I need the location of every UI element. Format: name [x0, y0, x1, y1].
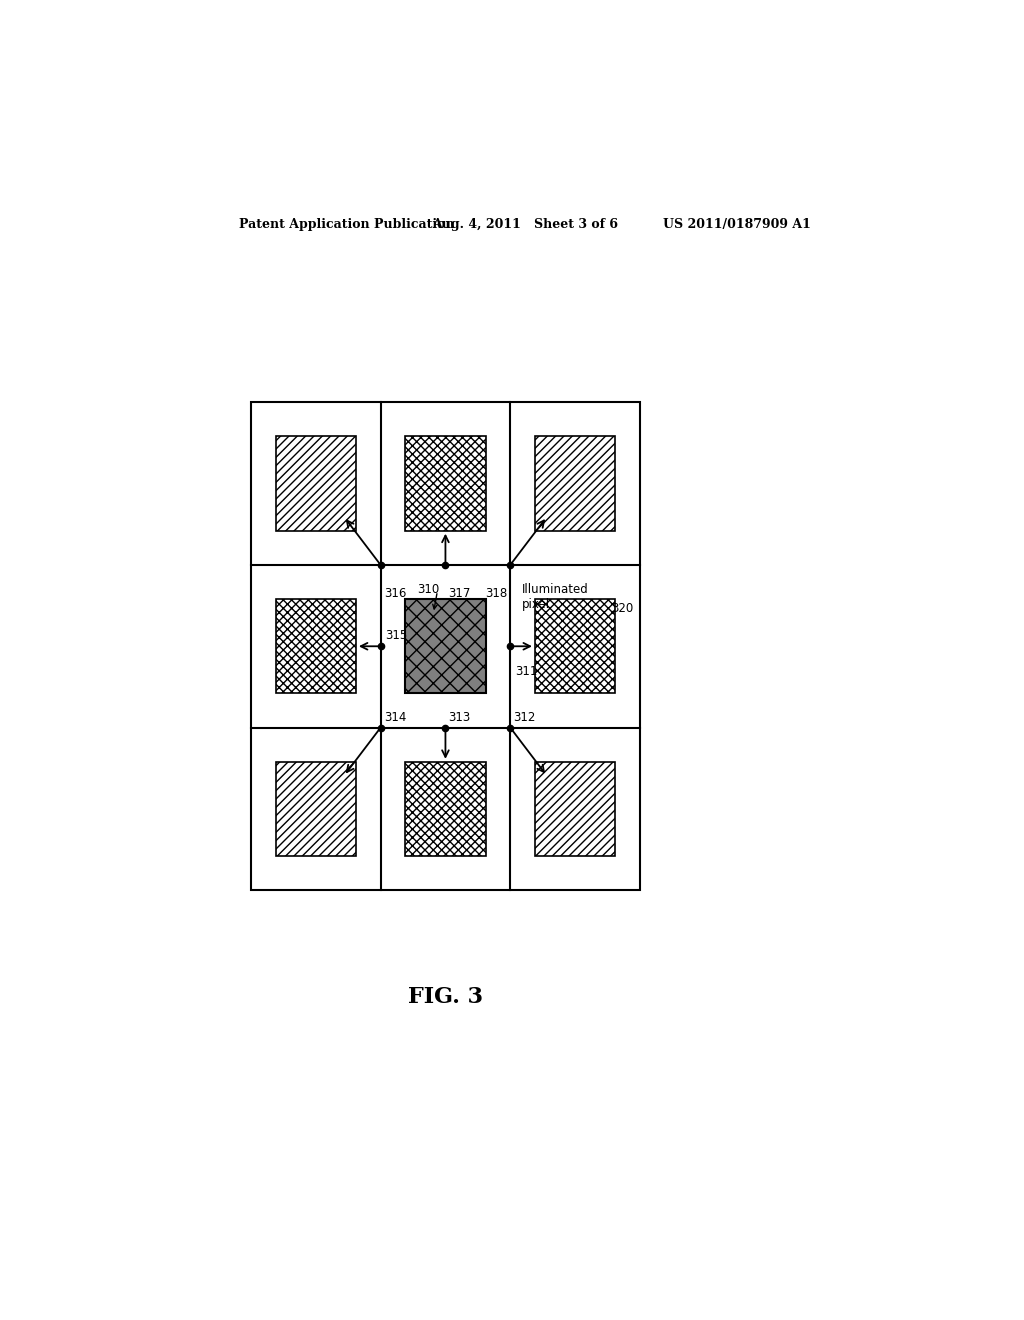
Bar — [251, 403, 640, 890]
Bar — [275, 437, 356, 531]
Text: FIG. 3: FIG. 3 — [408, 986, 483, 1008]
Bar — [535, 437, 615, 531]
Text: 311: 311 — [515, 664, 538, 677]
Text: Illuminated
pixel: Illuminated pixel — [522, 583, 589, 611]
Bar — [406, 762, 485, 857]
Text: Patent Application Publication: Patent Application Publication — [240, 218, 455, 231]
Bar — [535, 599, 615, 693]
Text: 316: 316 — [384, 587, 407, 601]
Text: 315: 315 — [385, 630, 408, 643]
Text: Aug. 4, 2011   Sheet 3 of 6: Aug. 4, 2011 Sheet 3 of 6 — [432, 218, 617, 231]
Text: US 2011/0187909 A1: US 2011/0187909 A1 — [663, 218, 811, 231]
Text: 317: 317 — [449, 587, 471, 601]
Text: 313: 313 — [449, 710, 471, 723]
Bar — [406, 437, 485, 531]
Text: 314: 314 — [384, 710, 407, 723]
Text: 310: 310 — [417, 583, 439, 595]
Text: 320: 320 — [611, 602, 634, 615]
Bar — [275, 599, 356, 693]
Bar — [406, 599, 485, 693]
Bar — [275, 762, 356, 857]
Bar — [535, 762, 615, 857]
Text: 318: 318 — [484, 587, 507, 601]
Text: 312: 312 — [513, 710, 536, 723]
